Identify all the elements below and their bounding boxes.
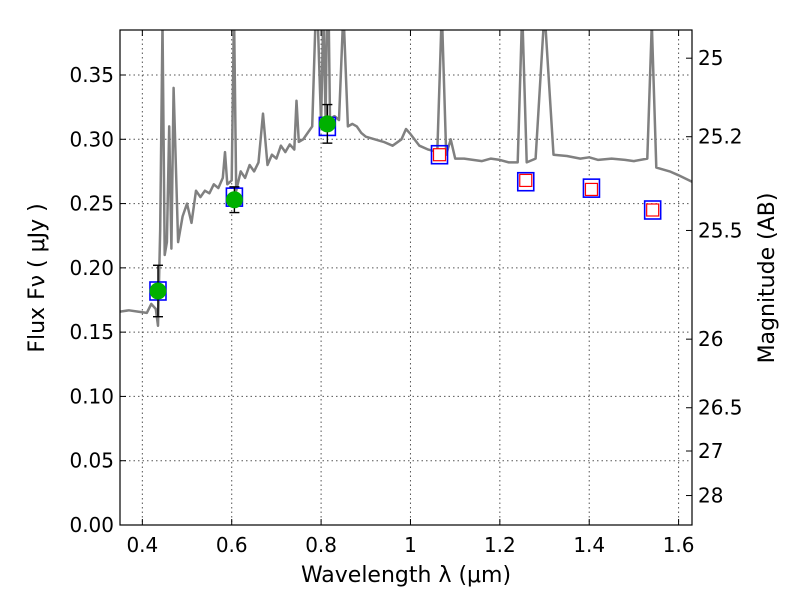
upper-limit-box xyxy=(584,182,599,197)
y-tick-label: 0.05 xyxy=(69,449,114,473)
model-box xyxy=(643,200,662,220)
spectrum-line xyxy=(120,30,692,327)
x-tick-label: 0.6 xyxy=(216,533,248,557)
model-box xyxy=(516,171,535,192)
mag-tick-label: 25 xyxy=(698,46,723,70)
upper-limit-box xyxy=(646,203,660,217)
x-tick-label: 0.8 xyxy=(305,533,337,557)
y-tick-label: 0.35 xyxy=(69,63,114,87)
axes-ticks: 0.4 0.6 0.8 1 1.2 1.4 1.6 0.00 0.05 0.10 0.15 0.20 0… xyxy=(69,30,743,557)
measured-point xyxy=(318,115,336,133)
spectrum xyxy=(120,30,692,327)
model-box xyxy=(582,178,601,198)
y-tick-label: 0.00 xyxy=(69,513,114,537)
mag-tick-label: 25.5 xyxy=(698,218,743,242)
y-tick-label: 0.20 xyxy=(69,256,114,280)
upper-limit-box xyxy=(432,148,447,162)
y-tick-label: 0.15 xyxy=(69,320,114,344)
y-tick-label: 0.30 xyxy=(69,127,114,151)
model-box xyxy=(430,144,449,165)
x-tick-label: 1.4 xyxy=(573,533,605,557)
mag-tick-label: 28 xyxy=(698,484,723,508)
y-tick-label: 0.25 xyxy=(69,192,114,216)
mag-tick-label: 27 xyxy=(698,439,723,463)
x-axis-label: Wavelength λ (μm) xyxy=(301,563,511,588)
mag-tick-label: 26.5 xyxy=(698,396,743,420)
mag-tick-label: 26 xyxy=(698,327,723,351)
y-tick-label: 0.10 xyxy=(69,384,114,408)
x-tick-label: 0.4 xyxy=(126,533,158,557)
upper-limit-box xyxy=(519,173,533,188)
measured-point xyxy=(225,191,243,209)
mag-tick-label: 25.2 xyxy=(698,125,743,149)
photometry-points xyxy=(149,103,662,318)
y-axis-right-label: Magnitude (AB) xyxy=(755,193,780,364)
measured-point xyxy=(149,282,167,300)
x-tick-label: 1.2 xyxy=(484,533,516,557)
plot-frame xyxy=(119,29,693,526)
y-axis-label: Flux Fν ( μJy ) xyxy=(25,203,50,352)
x-tick-label: 1.6 xyxy=(663,533,695,557)
x-tick-label: 1 xyxy=(404,533,417,557)
grid xyxy=(120,30,692,526)
